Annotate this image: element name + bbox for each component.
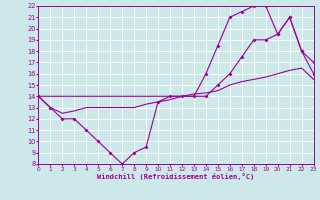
X-axis label: Windchill (Refroidissement éolien,°C): Windchill (Refroidissement éolien,°C) <box>97 173 255 180</box>
